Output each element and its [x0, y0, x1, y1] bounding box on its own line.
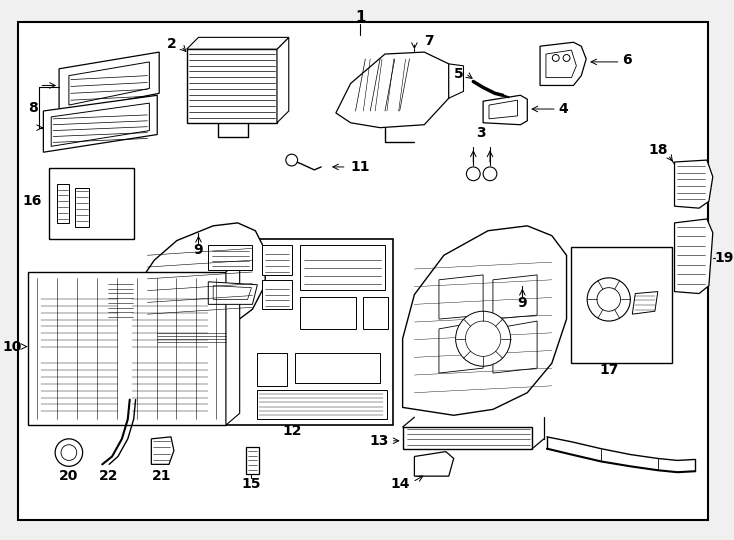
Polygon shape	[403, 226, 567, 415]
Polygon shape	[299, 298, 355, 329]
Circle shape	[55, 439, 83, 467]
Polygon shape	[262, 280, 291, 309]
Text: 5: 5	[454, 66, 463, 80]
Bar	[128, 294, 211, 354]
Text: 17: 17	[599, 363, 619, 377]
Polygon shape	[439, 321, 483, 373]
Polygon shape	[186, 37, 288, 49]
Polygon shape	[59, 52, 159, 113]
Polygon shape	[213, 286, 252, 300]
Polygon shape	[294, 354, 380, 383]
Circle shape	[286, 154, 297, 166]
Polygon shape	[299, 246, 385, 289]
Circle shape	[587, 278, 631, 321]
Circle shape	[466, 167, 480, 181]
Circle shape	[61, 445, 77, 461]
Polygon shape	[493, 321, 537, 373]
Polygon shape	[258, 354, 287, 386]
Polygon shape	[51, 103, 150, 146]
Circle shape	[465, 321, 501, 356]
Bar	[37, 294, 121, 354]
Polygon shape	[69, 62, 150, 105]
Polygon shape	[675, 160, 713, 208]
Polygon shape	[105, 280, 136, 321]
Polygon shape	[415, 451, 454, 476]
Bar	[572, 247, 672, 363]
Polygon shape	[75, 187, 89, 227]
Text: 20: 20	[59, 469, 79, 483]
Text: 11: 11	[351, 160, 370, 174]
Text: 6: 6	[622, 53, 632, 67]
Polygon shape	[28, 272, 226, 425]
Polygon shape	[208, 282, 258, 305]
Text: 10: 10	[2, 340, 22, 354]
Polygon shape	[489, 100, 517, 119]
Text: 13: 13	[369, 434, 389, 448]
Polygon shape	[403, 427, 532, 449]
Polygon shape	[154, 331, 228, 343]
Text: 16: 16	[22, 194, 41, 208]
Polygon shape	[43, 95, 157, 152]
Polygon shape	[483, 95, 527, 125]
Text: 22: 22	[98, 469, 118, 483]
Polygon shape	[493, 275, 537, 319]
Text: 19: 19	[715, 251, 734, 265]
Text: 4: 4	[559, 102, 568, 116]
Bar	[128, 359, 211, 417]
Bar	[37, 359, 121, 417]
Polygon shape	[336, 52, 448, 127]
Polygon shape	[675, 219, 713, 294]
Polygon shape	[262, 246, 291, 275]
Bar	[49, 168, 134, 239]
Polygon shape	[277, 37, 288, 123]
Text: 15: 15	[241, 477, 261, 491]
Circle shape	[552, 55, 559, 62]
Polygon shape	[258, 390, 387, 419]
Text: 21: 21	[151, 469, 171, 483]
Circle shape	[483, 167, 497, 181]
Text: 14: 14	[390, 477, 410, 491]
Circle shape	[563, 55, 570, 62]
Circle shape	[456, 311, 511, 366]
Text: 8: 8	[28, 101, 37, 115]
Polygon shape	[363, 298, 388, 329]
Polygon shape	[186, 49, 277, 123]
Text: 18: 18	[648, 143, 668, 157]
Polygon shape	[439, 275, 483, 319]
Text: 9: 9	[517, 296, 527, 310]
Text: 7: 7	[424, 35, 434, 48]
Polygon shape	[226, 260, 240, 425]
Polygon shape	[540, 42, 586, 85]
Text: 3: 3	[476, 126, 486, 139]
Polygon shape	[208, 246, 252, 270]
Polygon shape	[246, 447, 259, 474]
Polygon shape	[57, 184, 69, 223]
Text: 1: 1	[355, 10, 366, 25]
Polygon shape	[546, 50, 576, 78]
Text: 12: 12	[282, 424, 302, 438]
Polygon shape	[632, 292, 658, 314]
Polygon shape	[136, 223, 265, 331]
Text: 2: 2	[167, 37, 177, 51]
Text: 9: 9	[194, 244, 203, 258]
Polygon shape	[151, 437, 174, 464]
Polygon shape	[448, 64, 463, 98]
Bar	[200, 239, 393, 425]
Circle shape	[597, 288, 620, 311]
